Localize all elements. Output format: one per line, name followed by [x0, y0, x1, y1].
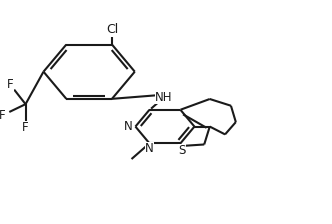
- Text: F: F: [7, 78, 14, 91]
- Text: F: F: [0, 109, 6, 122]
- Text: S: S: [178, 144, 186, 157]
- Text: N: N: [145, 142, 154, 155]
- Text: NH: NH: [155, 91, 173, 104]
- Text: Cl: Cl: [106, 24, 118, 37]
- Text: N: N: [124, 120, 132, 133]
- Text: F: F: [22, 121, 29, 134]
